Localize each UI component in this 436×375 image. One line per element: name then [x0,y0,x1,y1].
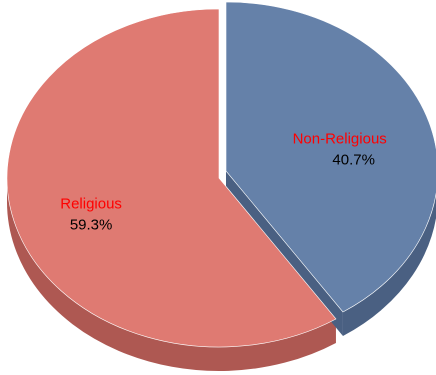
slice-percent-religious: 59.3% [70,217,113,234]
slice-percent-non-religious: 40.7% [332,152,375,169]
slice-side-non-religious [342,193,436,336]
slice-label-non-religious: Non-Religious [293,131,387,148]
pie-labels: Religious 59.3% Non-Religious 40.7% [60,131,387,234]
slice-label-religious: Religious [60,196,122,213]
slice-side-religious [7,178,336,371]
slice-religious[interactable] [6,8,337,348]
pie-tops [6,1,436,348]
slice-non-religious[interactable] [225,1,436,313]
